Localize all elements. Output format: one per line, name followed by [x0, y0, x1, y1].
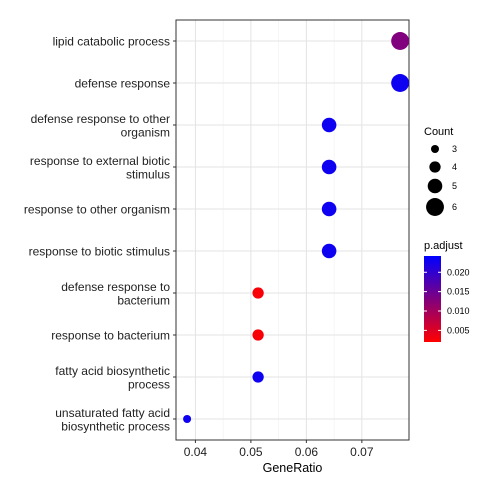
p-adjust-colorbar: [424, 256, 441, 342]
data-point: [252, 329, 264, 341]
data-point: [391, 74, 410, 92]
data-point: [321, 201, 337, 217]
data-point: [321, 117, 337, 133]
y-axis-label: response to external biotic stimulus: [30, 154, 170, 182]
count-legend-label: 3: [452, 144, 457, 154]
x-tick-label: 0.04: [184, 445, 208, 459]
y-axis-label: response to biotic stimulus: [29, 245, 170, 259]
y-axis-label: lipid catabolic process: [53, 35, 170, 49]
colorbar-label: 0.005: [447, 325, 470, 335]
data-point: [252, 287, 264, 299]
p-adjust-legend-title: p.adjust: [424, 240, 463, 252]
y-axis-label: response to other organism: [24, 203, 170, 217]
x-axis-ticks: 0.04 0.05 0.06 0.07: [184, 440, 374, 459]
count-legend-label: 4: [452, 162, 457, 172]
y-axis-label: defense response: [75, 77, 171, 91]
count-legend-label: 5: [452, 181, 457, 191]
x-tick-label: 0.06: [295, 445, 319, 459]
colorbar-label: 0.020: [447, 267, 470, 277]
y-axis-label: fatty acid biosynthetic process: [55, 364, 170, 392]
data-point: [321, 159, 337, 175]
y-axis-label: defense response to bacterium: [61, 280, 170, 308]
y-axis-label: response to bacterium: [51, 329, 170, 343]
colorbar-label: 0.015: [447, 287, 470, 297]
data-point: [183, 415, 192, 423]
y-axis-label: defense response to other organism: [31, 112, 170, 140]
count-legend-key: [427, 178, 443, 194]
data-points: [183, 32, 410, 423]
count-legend-key: [431, 145, 439, 153]
data-point: [321, 243, 337, 259]
count-legend-key: [426, 198, 444, 216]
count-legend-key: [429, 161, 441, 173]
x-axis-title: GeneRatio: [263, 461, 323, 475]
data-point: [252, 371, 264, 383]
colorbar-label: 0.010: [447, 306, 470, 316]
grid-lines: [176, 20, 409, 440]
p-adjust-legend: p.adjust 0.020 0.015 0.010 0.005: [424, 240, 470, 342]
count-legend: Count 3 4 5 6: [424, 126, 457, 216]
plot-panel-border: [175, 19, 410, 441]
count-legend-title: Count: [424, 126, 453, 138]
x-tick-label: 0.07: [350, 445, 374, 459]
x-tick-label: 0.05: [239, 445, 263, 459]
data-point: [391, 32, 410, 50]
y-axis-labels: lipid catabolic process defense response d…: [24, 35, 176, 434]
count-legend-label: 6: [452, 202, 457, 212]
y-axis-label: unsaturated fatty acid biosynthetic proce…: [55, 406, 170, 434]
